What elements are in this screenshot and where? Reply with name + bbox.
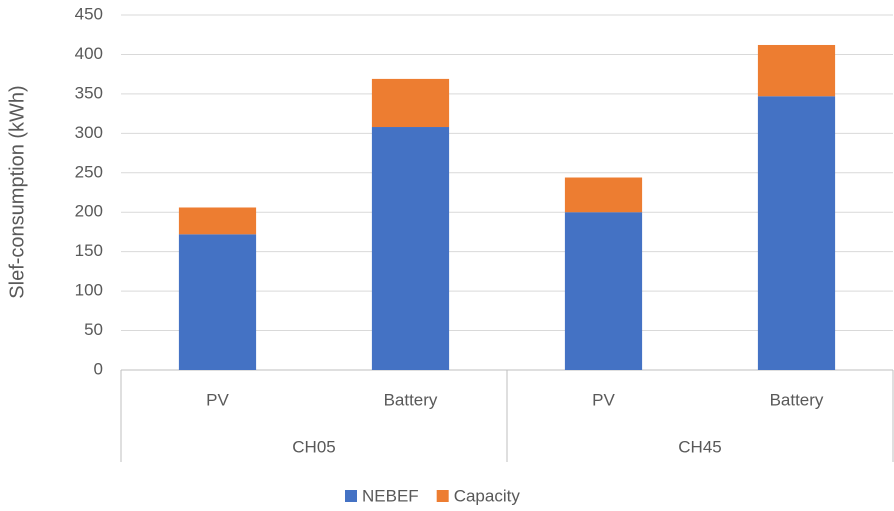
y-tick-label: 450 bbox=[75, 4, 103, 23]
group-label: CH45 bbox=[678, 437, 721, 456]
legend-label: NEBEF bbox=[362, 486, 419, 505]
x-tick-label: PV bbox=[206, 390, 229, 409]
bar-segment bbox=[371, 127, 450, 371]
y-tick-label: 100 bbox=[75, 281, 103, 300]
y-tick-label: 250 bbox=[75, 162, 103, 181]
y-axis-title: Slef-consumption (kWh) bbox=[6, 85, 28, 298]
bar-segment bbox=[564, 177, 643, 213]
y-tick-label: 350 bbox=[75, 83, 103, 102]
x-tick-label: Battery bbox=[770, 390, 824, 409]
bar-segment bbox=[178, 234, 257, 370]
y-tick-label: 400 bbox=[75, 44, 103, 63]
y-tick-label: 0 bbox=[94, 359, 103, 378]
bar-segment bbox=[757, 44, 836, 97]
legend-swatch bbox=[436, 490, 449, 502]
group-label: CH05 bbox=[292, 437, 335, 456]
x-tick-label: PV bbox=[592, 390, 615, 409]
bar-segment bbox=[371, 78, 450, 128]
legend-swatch bbox=[345, 490, 357, 502]
y-tick-label: 200 bbox=[75, 202, 103, 221]
bar-segment bbox=[757, 96, 836, 370]
bar-segment bbox=[178, 207, 257, 235]
y-tick-label: 50 bbox=[84, 320, 103, 339]
y-tick-label: 300 bbox=[75, 123, 103, 142]
x-tick-label: Battery bbox=[384, 390, 438, 409]
legend-label: Capacity bbox=[454, 486, 521, 505]
bar-segment bbox=[564, 212, 643, 370]
y-tick-label: 150 bbox=[75, 241, 103, 260]
